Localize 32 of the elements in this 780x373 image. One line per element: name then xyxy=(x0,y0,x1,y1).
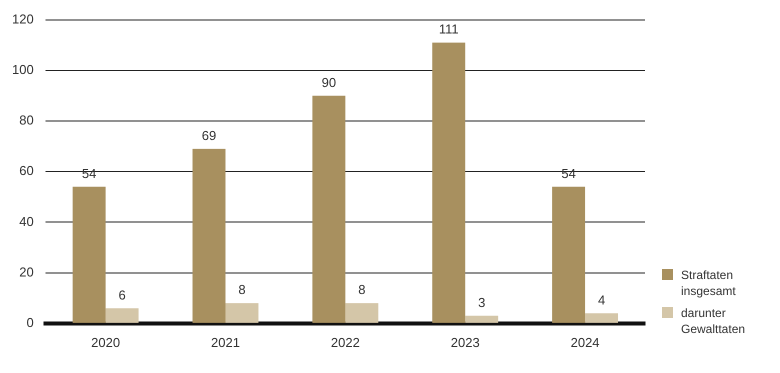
bar xyxy=(465,316,498,323)
bar xyxy=(225,303,258,323)
y-tick-label: 120 xyxy=(12,11,34,26)
y-tick-label: 80 xyxy=(19,112,34,128)
y-tick-label: 100 xyxy=(12,62,34,77)
bar xyxy=(345,303,378,323)
bar xyxy=(312,96,346,323)
y-tick-label: 40 xyxy=(19,214,34,229)
bar xyxy=(585,313,618,323)
bar xyxy=(552,186,586,323)
data-label: 111 xyxy=(438,22,459,37)
data-label: 8 xyxy=(238,282,246,298)
bar xyxy=(192,148,226,323)
data-label: 90 xyxy=(322,74,336,90)
legend-label: darunter Gewalttaten xyxy=(681,305,746,337)
bar xyxy=(106,308,139,323)
data-label: 69 xyxy=(202,128,216,143)
y-tick-label: 0 xyxy=(26,314,34,330)
x-tick-label: 2024 xyxy=(570,334,600,350)
x-tick-label: 2023 xyxy=(450,334,480,350)
y-tick-label: 60 xyxy=(19,163,34,178)
legend-label: Straftaten insgesamt xyxy=(681,267,737,299)
x-tick-label: 2022 xyxy=(330,334,360,350)
data-label: 3 xyxy=(478,294,486,310)
data-label: 8 xyxy=(358,282,366,298)
x-tick-label: 2020 xyxy=(91,334,120,350)
data-label: 6 xyxy=(118,287,126,302)
x-tick-label: 2021 xyxy=(211,334,240,350)
bar xyxy=(432,42,466,323)
bar xyxy=(72,186,106,323)
data-label: 4 xyxy=(598,292,606,308)
y-tick-label: 20 xyxy=(19,264,34,280)
